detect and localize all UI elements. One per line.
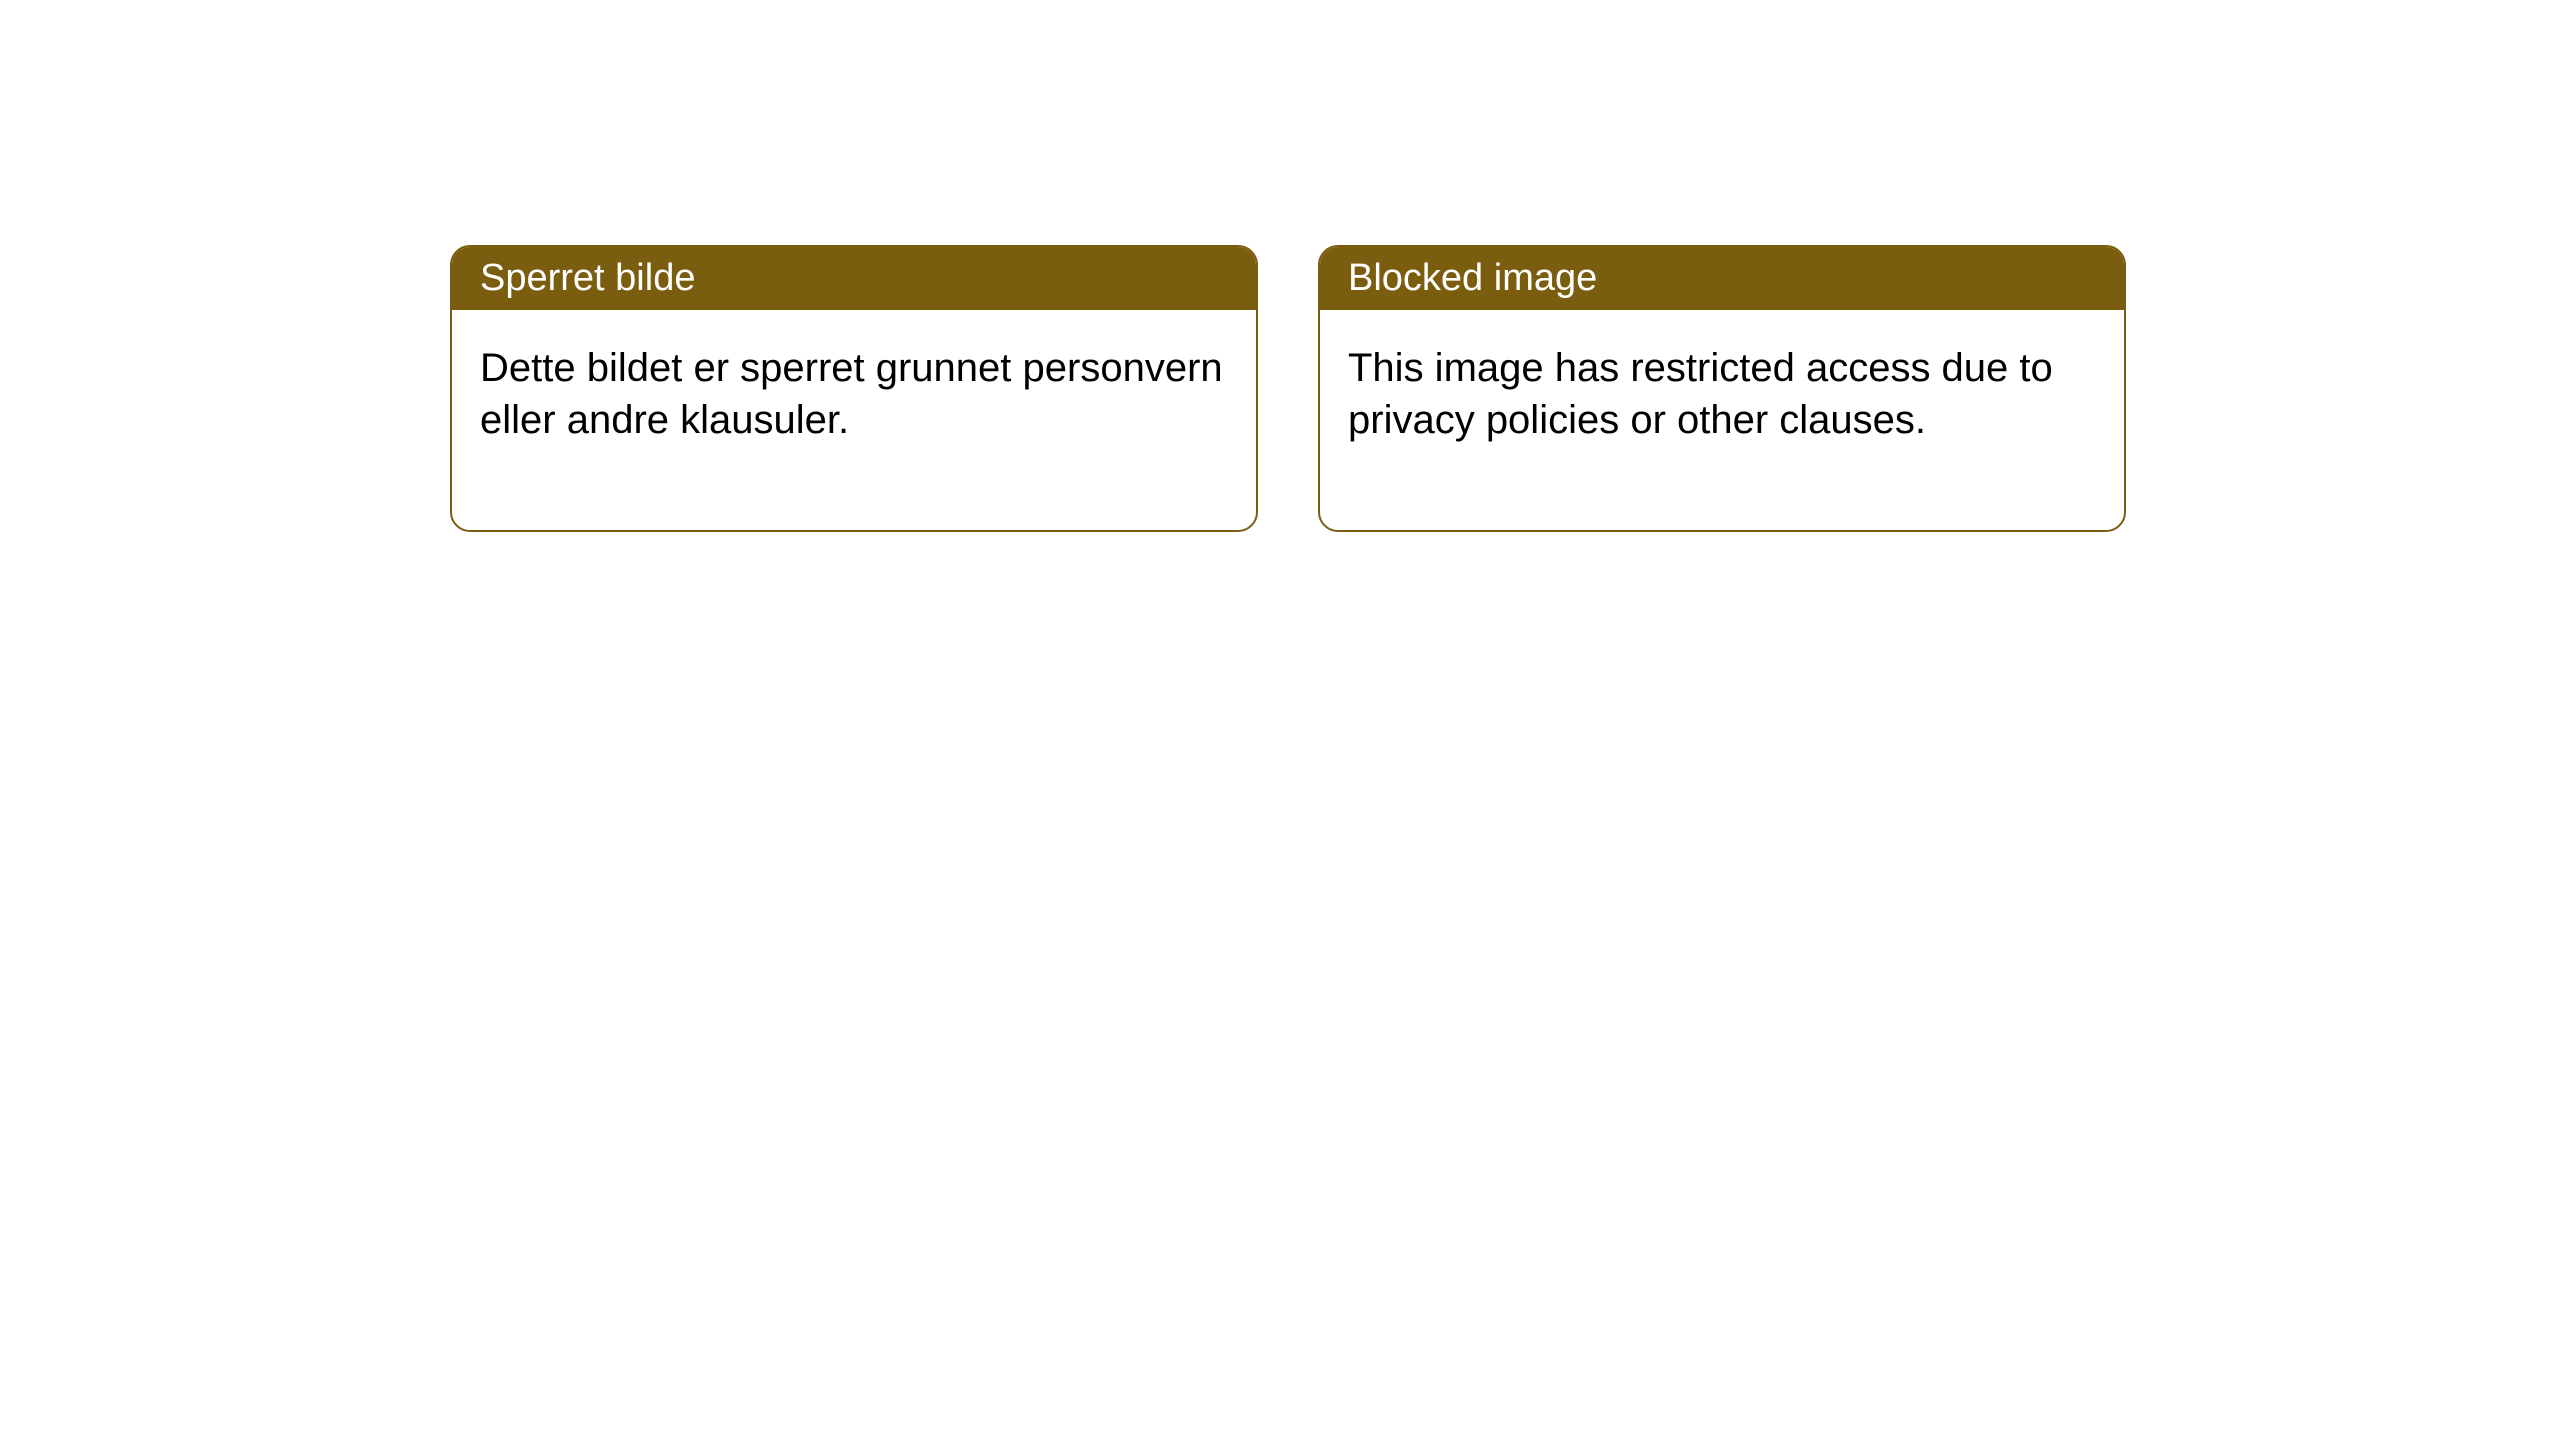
notice-card-norwegian: Sperret bilde Dette bildet er sperret gr… [450,245,1258,532]
notice-title-norwegian: Sperret bilde [452,247,1256,310]
notice-card-english: Blocked image This image has restricted … [1318,245,2126,532]
notice-title-english: Blocked image [1320,247,2124,310]
notice-body-english: This image has restricted access due to … [1320,310,2124,530]
notice-container: Sperret bilde Dette bildet er sperret gr… [0,0,2560,532]
notice-body-norwegian: Dette bildet er sperret grunnet personve… [452,310,1256,530]
